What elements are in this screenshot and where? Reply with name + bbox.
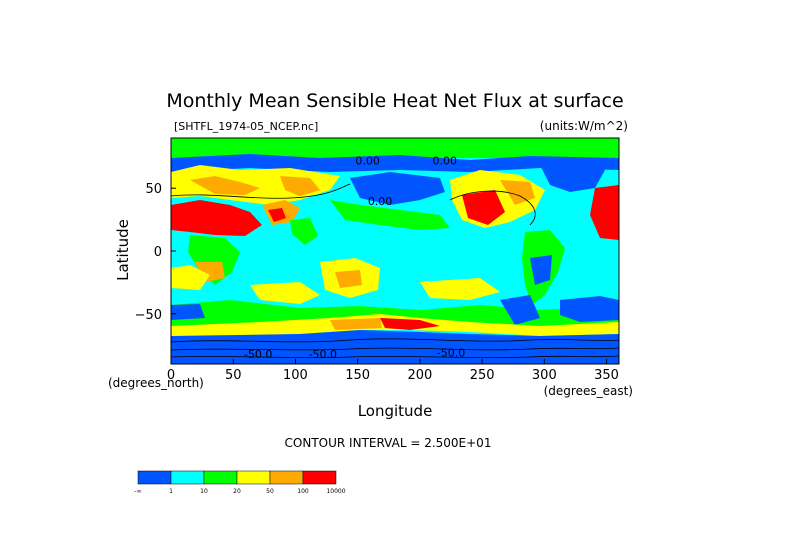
colorbar-swatch [170, 470, 205, 485]
y-tick-label: 0 [154, 245, 162, 260]
file-label: [SHTFL_1974-05_NCEP.nc] [174, 120, 318, 133]
colorbar-label: 10 [200, 488, 208, 495]
colorbar: -∞ 1 10 20 50 100 10000 [134, 470, 346, 495]
x-tick-label: 0 [167, 368, 175, 383]
x-axis-label: Longitude [358, 402, 433, 420]
contour-interval-label: CONTOUR INTERVAL = 2.500E+01 [285, 436, 492, 450]
x-tick-label: 150 [345, 368, 370, 383]
x-tick-label: 100 [283, 368, 308, 383]
colorbar-label: 20 [233, 488, 241, 495]
colorbar-swatch [203, 470, 238, 485]
colorbar-swatch [302, 470, 337, 485]
contour-lines [171, 183, 619, 358]
contour-label: 0.00 [355, 155, 380, 168]
colorbar-swatch [236, 470, 271, 485]
contour-labels: 0.00 0.000.00-50.0 -50.0 -50.0 [244, 155, 465, 361]
y-tick-label: −50 [135, 308, 162, 323]
x-axis: 0 50 100 150 200 250 300 350 [167, 359, 619, 383]
contour-label: -50.0 [244, 348, 272, 361]
colorbar-label: 100 [297, 488, 309, 495]
x-tick-label: 300 [532, 368, 557, 383]
colorbar-swatch [137, 470, 172, 485]
flux-regions [171, 138, 619, 364]
x-tick-label: 250 [470, 368, 495, 383]
colorbar-label: 1 [169, 488, 173, 495]
contour-label: 0.00 [368, 195, 393, 208]
x-tick-label: 350 [594, 368, 619, 383]
contour-label: 0.00 [433, 155, 458, 168]
colorbar-swatch [269, 470, 304, 485]
chart-title: Monthly Mean Sensible Heat Net Flux at s… [166, 90, 623, 112]
y-axis-label: Latitude [114, 219, 132, 281]
y-unit-label: (degrees_north) [108, 376, 204, 390]
contour-label: -50.0 [437, 347, 465, 360]
x-tick-label: 50 [225, 368, 242, 383]
units-label: (units:W/m^2) [540, 119, 628, 133]
colorbar-label: 10000 [326, 488, 345, 495]
map-area: 0.00 0.000.00-50.0 -50.0 -50.0 [171, 138, 619, 364]
y-axis: −50 0 50 [135, 182, 176, 323]
colorbar-label: -∞ [134, 488, 141, 495]
x-unit-label: (degrees_east) [544, 384, 633, 398]
y-tick-label: 50 [145, 182, 162, 197]
colorbar-label: 50 [266, 488, 274, 495]
x-tick-label: 200 [407, 368, 432, 383]
